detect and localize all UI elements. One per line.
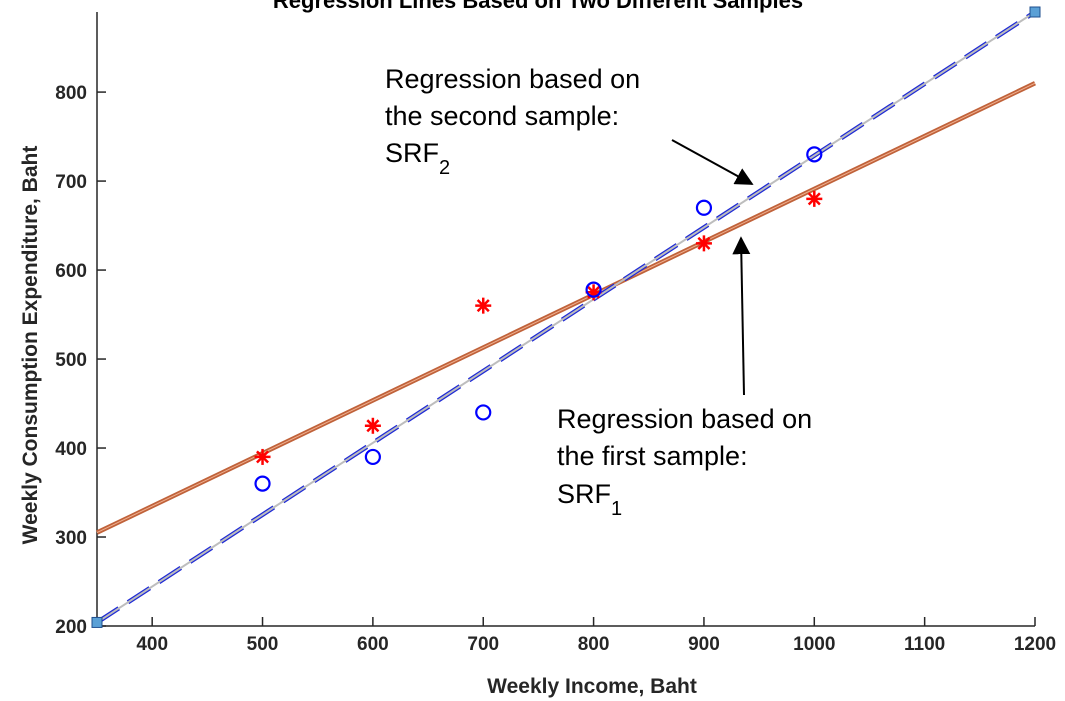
circle-point bbox=[585, 281, 602, 298]
circle-point bbox=[695, 199, 713, 216]
axes: 400 500 600 700 800 900 1000 1100 1200 200 300 400 5… bbox=[55, 12, 1056, 655]
y-tick-label: 300 bbox=[55, 528, 87, 549]
x-tick-label: 500 bbox=[247, 634, 279, 655]
y-tick-label: 200 bbox=[55, 617, 87, 638]
srf1-line-highlight bbox=[96, 82, 1036, 534]
annotation-srf2-arrow bbox=[671, 139, 754, 185]
y-tick-label: 600 bbox=[55, 261, 87, 282]
annotation-srf1-subscript: 1 bbox=[611, 498, 622, 520]
annotation-srf1: Regression based on the first sample: SR… bbox=[557, 236, 812, 520]
srf2-fit-line bbox=[96, 11, 1036, 624]
asterisk-point bbox=[695, 235, 712, 252]
annotation-srf1-line2: the first sample: bbox=[557, 441, 748, 471]
x-tick-label: 1100 bbox=[904, 634, 945, 655]
annotation-srf2-line3: SRF2 bbox=[385, 138, 450, 179]
asterisk-point bbox=[254, 448, 271, 465]
x-tick-label: 800 bbox=[578, 634, 610, 655]
circle-point bbox=[475, 404, 492, 421]
y-tick-label: 800 bbox=[55, 83, 87, 104]
x-tick-label: 400 bbox=[136, 634, 168, 655]
annotation-srf2: Regression based on the second sample: S… bbox=[385, 64, 754, 185]
chart-title: Regression Lines Based on Two Different … bbox=[273, 0, 803, 13]
x-tick-label: 1200 bbox=[1014, 634, 1056, 655]
x-tick-label: 600 bbox=[357, 634, 389, 655]
annotation-srf2-line2: the second sample: bbox=[385, 101, 619, 131]
x-tick-label: 900 bbox=[688, 634, 720, 655]
y-tick-label: 500 bbox=[55, 350, 87, 371]
circle-point bbox=[364, 448, 381, 466]
asterisk-point bbox=[475, 297, 492, 314]
circle-point bbox=[806, 146, 823, 163]
data-points bbox=[254, 146, 823, 492]
x-tick-label: 1000 bbox=[793, 634, 835, 655]
regression-lines bbox=[91, 6, 1041, 628]
circle-point bbox=[254, 475, 271, 492]
annotation-srf1-line3: SRF1 bbox=[557, 479, 622, 520]
annotation-srf1-line1: Regression based on bbox=[557, 404, 812, 434]
x-axis-label: Weekly Income, Baht bbox=[487, 675, 697, 698]
y-axis-label: Weekly Consumption Expenditure, Baht bbox=[19, 146, 42, 545]
srf2-endpoint-marker bbox=[1029, 6, 1041, 18]
annotation-srf1-arrow bbox=[732, 236, 751, 396]
x-tick-label: 700 bbox=[467, 634, 499, 655]
annotation-srf2-line1: Regression based on bbox=[385, 64, 640, 94]
asterisk-point bbox=[806, 190, 823, 207]
y-tick-label: 700 bbox=[55, 172, 87, 193]
annotation-srf2-srf: SRF bbox=[385, 138, 439, 168]
srf2-endpoint-marker bbox=[91, 616, 103, 628]
annotation-srf1-srf: SRF bbox=[557, 479, 611, 509]
asterisk-point bbox=[364, 417, 381, 434]
annotation-srf2-subscript: 2 bbox=[439, 157, 450, 179]
y-tick-label: 400 bbox=[55, 439, 87, 460]
